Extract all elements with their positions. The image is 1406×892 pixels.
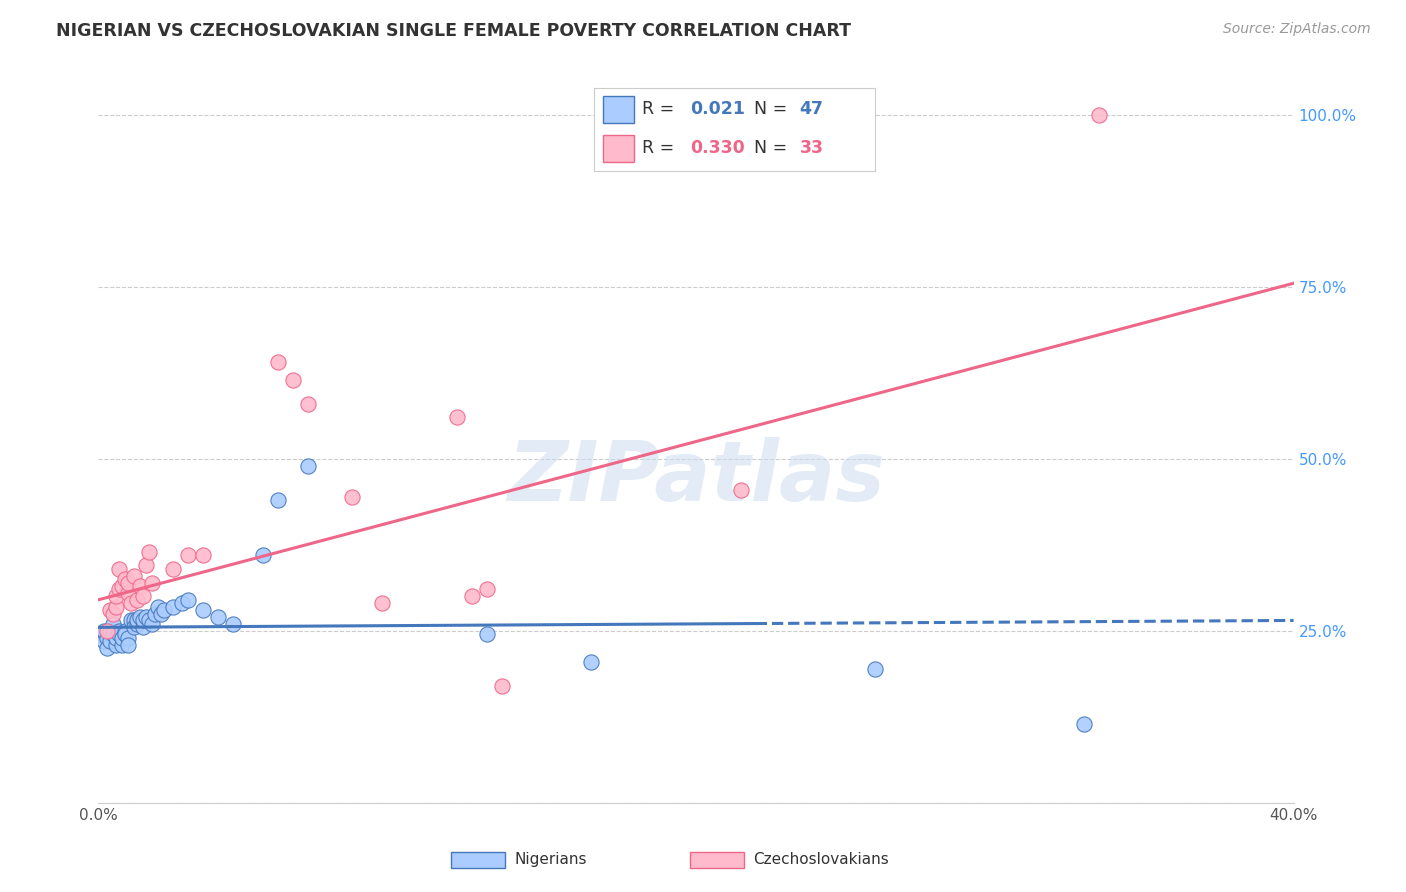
- Point: [730, 483, 752, 497]
- Point: [96, 631, 118, 645]
- Point: [108, 582, 131, 597]
- Point: [127, 614, 149, 628]
- Point: [172, 596, 194, 610]
- Point: [93, 634, 115, 648]
- Text: NIGERIAN VS CZECHOSLOVAKIAN SINGLE FEMALE POVERTY CORRELATION CHART: NIGERIAN VS CZECHOSLOVAKIAN SINGLE FEMAL…: [56, 22, 851, 40]
- Point: [150, 607, 173, 621]
- Point: [132, 590, 155, 604]
- Point: [98, 634, 122, 648]
- Point: [141, 616, 163, 631]
- Point: [475, 627, 498, 641]
- Point: [111, 638, 134, 652]
- Point: [114, 624, 136, 638]
- Point: [93, 624, 115, 638]
- Point: [267, 493, 290, 508]
- FancyBboxPatch shape: [451, 852, 505, 868]
- Point: [105, 590, 128, 604]
- Point: [281, 373, 304, 387]
- Point: [461, 590, 484, 604]
- Point: [108, 627, 131, 641]
- Point: [138, 614, 160, 628]
- Point: [252, 548, 274, 562]
- Point: [103, 627, 125, 641]
- Point: [267, 355, 290, 369]
- Point: [108, 624, 131, 638]
- Point: [117, 638, 139, 652]
- Point: [143, 607, 166, 621]
- Point: [120, 596, 142, 610]
- Point: [96, 624, 118, 638]
- Point: [162, 599, 184, 614]
- Point: [108, 562, 131, 576]
- Point: [135, 558, 157, 573]
- Point: [491, 679, 513, 693]
- Point: [342, 490, 364, 504]
- Point: [114, 627, 136, 641]
- Point: [114, 572, 136, 586]
- Point: [148, 599, 170, 614]
- Point: [446, 410, 468, 425]
- FancyBboxPatch shape: [690, 852, 744, 868]
- Point: [124, 568, 146, 582]
- Point: [117, 586, 139, 600]
- Point: [117, 575, 139, 590]
- Point: [865, 662, 887, 676]
- Point: [90, 627, 112, 641]
- Point: [96, 640, 118, 655]
- Point: [162, 562, 184, 576]
- Point: [132, 620, 155, 634]
- Text: Czechoslovakians: Czechoslovakians: [754, 852, 889, 867]
- Point: [222, 616, 245, 631]
- Text: ZIPatlas: ZIPatlas: [508, 437, 884, 518]
- Text: Nigerians: Nigerians: [515, 852, 586, 867]
- Point: [105, 599, 128, 614]
- Point: [177, 548, 200, 562]
- Point: [129, 579, 152, 593]
- Point: [135, 610, 157, 624]
- Point: [1073, 716, 1095, 731]
- Point: [177, 592, 200, 607]
- Point: [191, 548, 214, 562]
- Point: [124, 620, 146, 634]
- Point: [98, 624, 122, 638]
- Point: [297, 397, 319, 411]
- Point: [371, 596, 394, 610]
- Point: [127, 592, 149, 607]
- Point: [475, 582, 498, 597]
- Point: [141, 575, 163, 590]
- Point: [111, 579, 134, 593]
- Point: [117, 631, 139, 645]
- Point: [103, 607, 125, 621]
- Point: [132, 614, 155, 628]
- Text: Source: ZipAtlas.com: Source: ZipAtlas.com: [1223, 22, 1371, 37]
- Point: [103, 616, 125, 631]
- Point: [105, 638, 128, 652]
- Point: [191, 603, 214, 617]
- Point: [129, 610, 152, 624]
- Point: [581, 655, 603, 669]
- Point: [120, 614, 142, 628]
- Point: [207, 610, 229, 624]
- Point: [105, 631, 128, 645]
- Point: [1088, 108, 1111, 122]
- Point: [127, 616, 149, 631]
- Point: [138, 544, 160, 558]
- Point: [124, 614, 146, 628]
- Point: [297, 458, 319, 473]
- Point: [111, 631, 134, 645]
- Point: [153, 603, 176, 617]
- Point: [98, 603, 122, 617]
